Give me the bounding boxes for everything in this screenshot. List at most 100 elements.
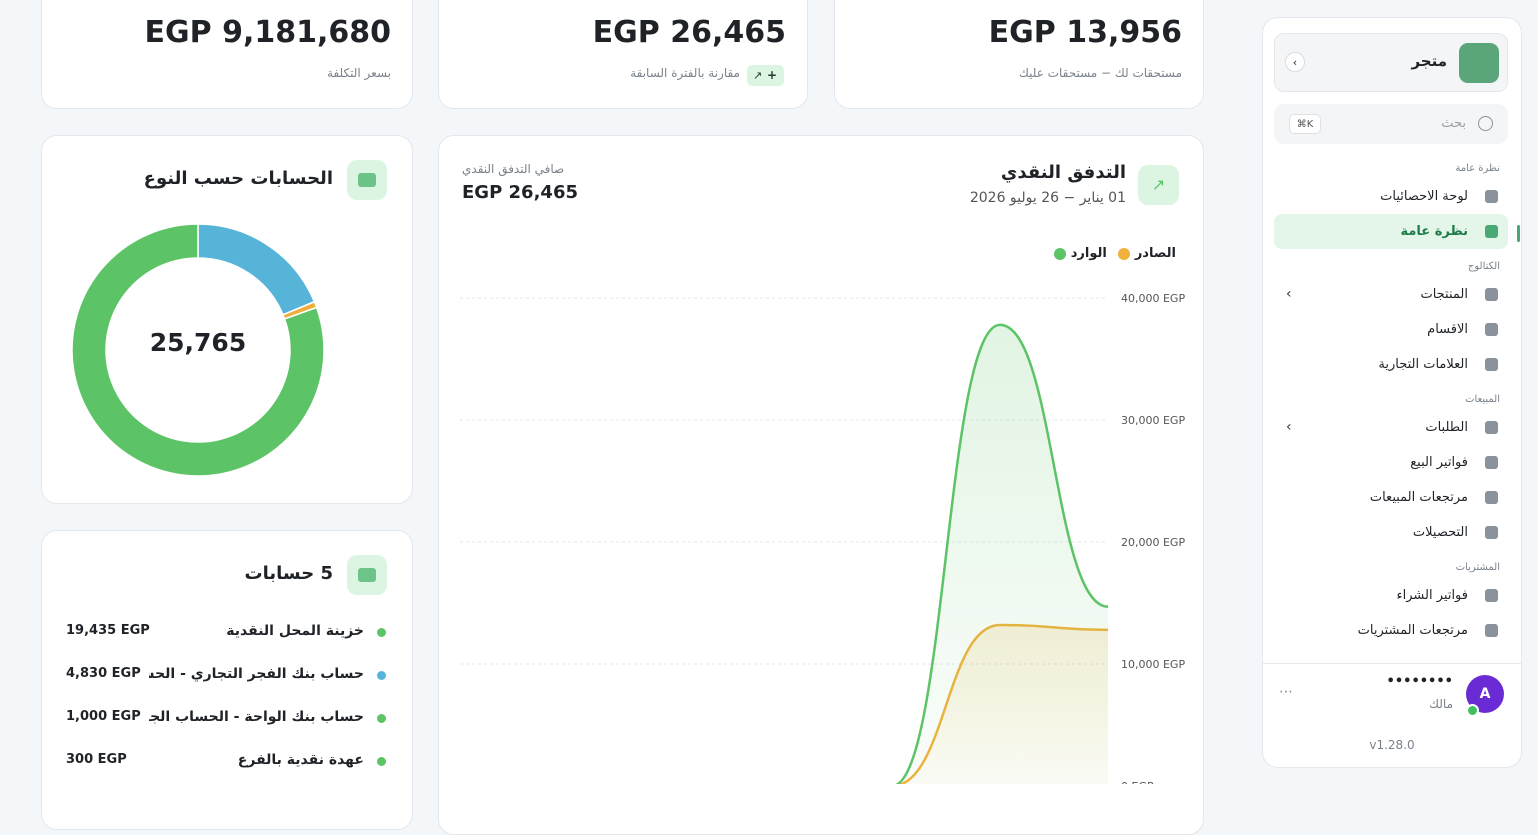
search-placeholder: بحث xyxy=(1441,116,1466,131)
stat-card xyxy=(41,0,413,109)
nav-item[interactable]: لوحة الاحصائيات xyxy=(1274,179,1508,214)
chevron: › xyxy=(1286,286,1292,302)
nav-label: مرتجعات المبيعات xyxy=(1369,490,1468,505)
y-tick-label: 20,000 EGP xyxy=(1121,536,1185,549)
stat-label: بسعر التكلفة xyxy=(327,66,391,80)
cashflow-subtitle: 01 يناير − 26 يوليو 2026 xyxy=(969,190,1126,206)
nav-label: المنتجات xyxy=(1420,287,1468,302)
donut-segment xyxy=(197,223,316,316)
user-menu[interactable]: ⋯ xyxy=(1279,684,1293,700)
donut-title: الحسابات حسب النوع xyxy=(143,168,333,189)
nav-item[interactable]: فواتير البيع xyxy=(1274,445,1508,480)
nav-item[interactable]: فواتير الشراء xyxy=(1274,578,1508,613)
nav-icon xyxy=(1485,526,1498,539)
nav-label: فواتير الشراء xyxy=(1396,588,1468,603)
nav-icon xyxy=(1485,589,1498,602)
legend-label: الوارد xyxy=(1070,246,1107,261)
nav-section-title: المشتريات xyxy=(1455,562,1500,573)
nav-icon xyxy=(1485,358,1498,371)
legend-label: الصادر xyxy=(1134,246,1176,261)
nav-icon xyxy=(1485,323,1498,336)
donut-center: 25,765 xyxy=(150,328,246,357)
y-tick-label: 30,000 EGP xyxy=(1121,414,1185,427)
account-amount: 19,435 EGP xyxy=(66,623,150,638)
nav-label: مرتجعات المشتريات xyxy=(1357,623,1468,638)
nav-label: العلامات التجارية xyxy=(1378,357,1468,372)
account-dot xyxy=(377,757,386,766)
legend-swatch xyxy=(1117,248,1130,260)
version: v1.28.0 xyxy=(1369,738,1415,752)
nav-label: الطلبات xyxy=(1425,420,1468,435)
series-line xyxy=(893,323,1109,784)
active-indicator xyxy=(1517,225,1520,242)
stat-value: EGP 13,956 xyxy=(988,15,1182,50)
nav-item[interactable]: التحصيلات xyxy=(1274,515,1508,550)
search-icon xyxy=(1478,116,1493,131)
cashflow-title: التدفق النقدي xyxy=(1000,162,1126,183)
stat-card xyxy=(834,0,1204,109)
nav-section-title: المبيعات xyxy=(1465,394,1500,405)
user-role: مالك xyxy=(1429,697,1453,711)
nav-item[interactable]: الاقسام xyxy=(1274,312,1508,347)
nav-item[interactable]: المنتجات › xyxy=(1274,277,1508,312)
nav-icon xyxy=(1485,288,1498,301)
chevron: › xyxy=(1286,419,1292,435)
nav-section-title: الكتالوج xyxy=(1467,261,1500,272)
store-logo xyxy=(1459,43,1499,83)
cashflow-icon: ↗ xyxy=(1138,165,1179,205)
stat-label: مستحقات لك − مستحقات عليك xyxy=(1019,66,1182,80)
nav-section-title: نظرة عامة xyxy=(1455,163,1500,174)
divider xyxy=(1262,663,1522,664)
nav-icon xyxy=(1485,225,1498,238)
nav-icon xyxy=(1485,421,1498,434)
nav-label: لوحة الاحصائيات xyxy=(1380,189,1468,204)
card-icon xyxy=(347,555,387,595)
net-value: EGP 26,465 xyxy=(462,182,578,203)
page: متجر ‹ بحث ⌘K نظرة عامة لوحة الاحصائيات نظ… xyxy=(41,0,1522,835)
trend-badge xyxy=(747,65,784,86)
online-dot xyxy=(1466,704,1479,717)
nav-item[interactable]: نظرة عامة xyxy=(1274,214,1508,249)
net-label: صافي التدفق النقدي xyxy=(462,162,565,176)
account-amount: 300 EGP xyxy=(66,752,127,767)
nav-label: نظرة عامة xyxy=(1400,224,1468,239)
stat-label: مقارنة بالفترة السابقة xyxy=(630,66,740,80)
nav-label: التحصيلات xyxy=(1412,525,1468,540)
y-tick-label: 40,000 EGP xyxy=(1121,292,1185,305)
nav-icon xyxy=(1485,190,1498,203)
y-tick-label: 0 EGP xyxy=(1121,780,1154,784)
nav-label: فواتير البيع xyxy=(1410,455,1468,470)
collapse-button[interactable]: ‹ xyxy=(1285,52,1305,72)
store-name: متجر xyxy=(1411,52,1447,70)
nav-icon xyxy=(1485,456,1498,469)
account-dot xyxy=(377,628,386,637)
account-dot xyxy=(377,671,386,680)
search-shortcut: ⌘K xyxy=(1289,114,1321,134)
account-dot xyxy=(377,714,386,723)
nav-label: الاقسام xyxy=(1427,322,1468,337)
nav-item[interactable]: الطلبات › xyxy=(1274,410,1508,445)
donut-segment xyxy=(71,223,325,477)
area-fill xyxy=(897,324,1108,784)
y-tick-label: 10,000 EGP xyxy=(1121,658,1185,671)
accounts-title: 5 حسابات xyxy=(244,563,333,584)
charts: 25,765 0 EGP 10,000 EGP 20,000 EGP 30,000 E… xyxy=(71,223,1185,784)
nav-item[interactable]: مرتجعات المبيعات xyxy=(1274,480,1508,515)
legend-swatch xyxy=(1053,248,1066,260)
stat-value: EGP 26,465 xyxy=(592,15,786,50)
card-icon xyxy=(347,160,387,200)
account-name: حساب بنك الواحة - الحساب الجار... xyxy=(149,709,364,725)
user-name: •••••••• xyxy=(1386,674,1453,689)
nav-icon xyxy=(1485,491,1498,504)
account-name: عهدة نقدية بالفرع xyxy=(237,752,364,768)
account-amount: 4,830 EGP xyxy=(66,666,141,681)
account-name: حساب بنك الفجر التجاري - الحسا... xyxy=(149,666,364,682)
stat-value: EGP 9,181,680 xyxy=(144,15,391,50)
trend-sign: + xyxy=(767,68,778,82)
nav-item[interactable]: مرتجعات المشتريات xyxy=(1274,613,1508,648)
account-name: خزينة المحل النقدية xyxy=(226,623,364,639)
trend-icon: ↗ xyxy=(753,69,763,82)
nav-item[interactable]: العلامات التجارية xyxy=(1274,347,1508,382)
stat-card xyxy=(438,0,808,109)
nav: نظرة عامة لوحة الاحصائيات نظرة عامة الكتالو… xyxy=(1274,159,1508,663)
